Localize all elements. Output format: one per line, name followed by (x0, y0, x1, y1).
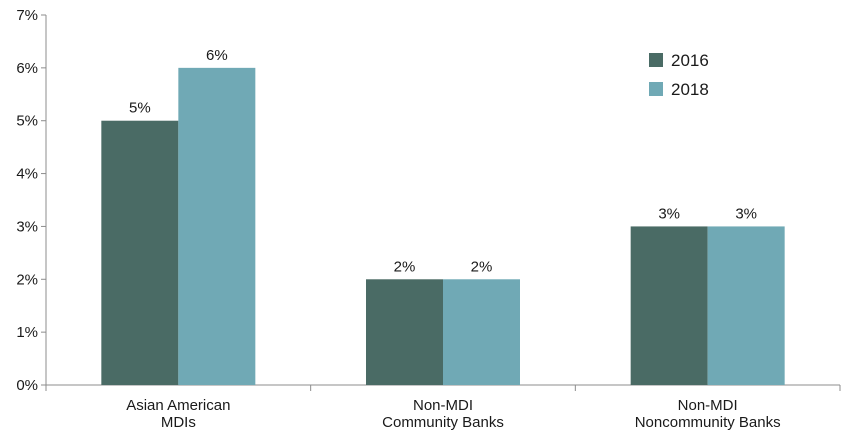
bar-2016-2 (631, 226, 708, 385)
x-category-label: Asian American MDIs (126, 397, 230, 431)
data-label-2018-2: 3% (735, 205, 757, 222)
x-category-label: Non-MDI Noncommunity Banks (635, 397, 781, 431)
data-label-2018-1: 2% (471, 258, 493, 275)
y-tick-label: 5% (16, 113, 38, 130)
y-tick-label: 7% (16, 7, 38, 24)
x-category-label: Non-MDI Community Banks (382, 397, 504, 431)
bar-2018-2 (708, 226, 785, 385)
bar-series-group (101, 68, 784, 385)
y-axis: 0% 1% 2% 3% 4% 5% 6% 7% (16, 7, 46, 394)
y-tick-label: 6% (16, 60, 38, 77)
x-category-label-line: MDIs (161, 414, 196, 431)
x-category-label-line: Community Banks (382, 414, 504, 431)
x-category-label-line: Noncommunity Banks (635, 414, 781, 431)
data-label-2018-0: 6% (206, 47, 228, 64)
data-label-2016-0: 5% (129, 100, 151, 117)
x-category-label-line: Non-MDI (678, 397, 738, 414)
legend-label-2016: 2016 (671, 51, 709, 70)
bar-2016-0 (101, 121, 178, 385)
x-category-label-line: Asian American (126, 397, 230, 414)
y-tick-label: 4% (16, 166, 38, 183)
legend: 2016 2018 (649, 51, 709, 99)
bar-2018-1 (443, 279, 520, 385)
x-category-label-line: Non-MDI (413, 397, 473, 414)
y-tick-label: 2% (16, 271, 38, 288)
y-tick-label: 3% (16, 218, 38, 235)
legend-swatch-2016 (649, 53, 663, 67)
legend-label-2018: 2018 (671, 80, 709, 99)
bar-2016-1 (366, 279, 443, 385)
y-tick-label: 0% (16, 377, 38, 394)
data-label-2016-2: 3% (658, 205, 680, 222)
bar-2018-0 (178, 68, 255, 385)
data-label-2016-1: 2% (394, 258, 416, 275)
legend-swatch-2018 (649, 82, 663, 96)
y-tick-label: 1% (16, 324, 38, 341)
